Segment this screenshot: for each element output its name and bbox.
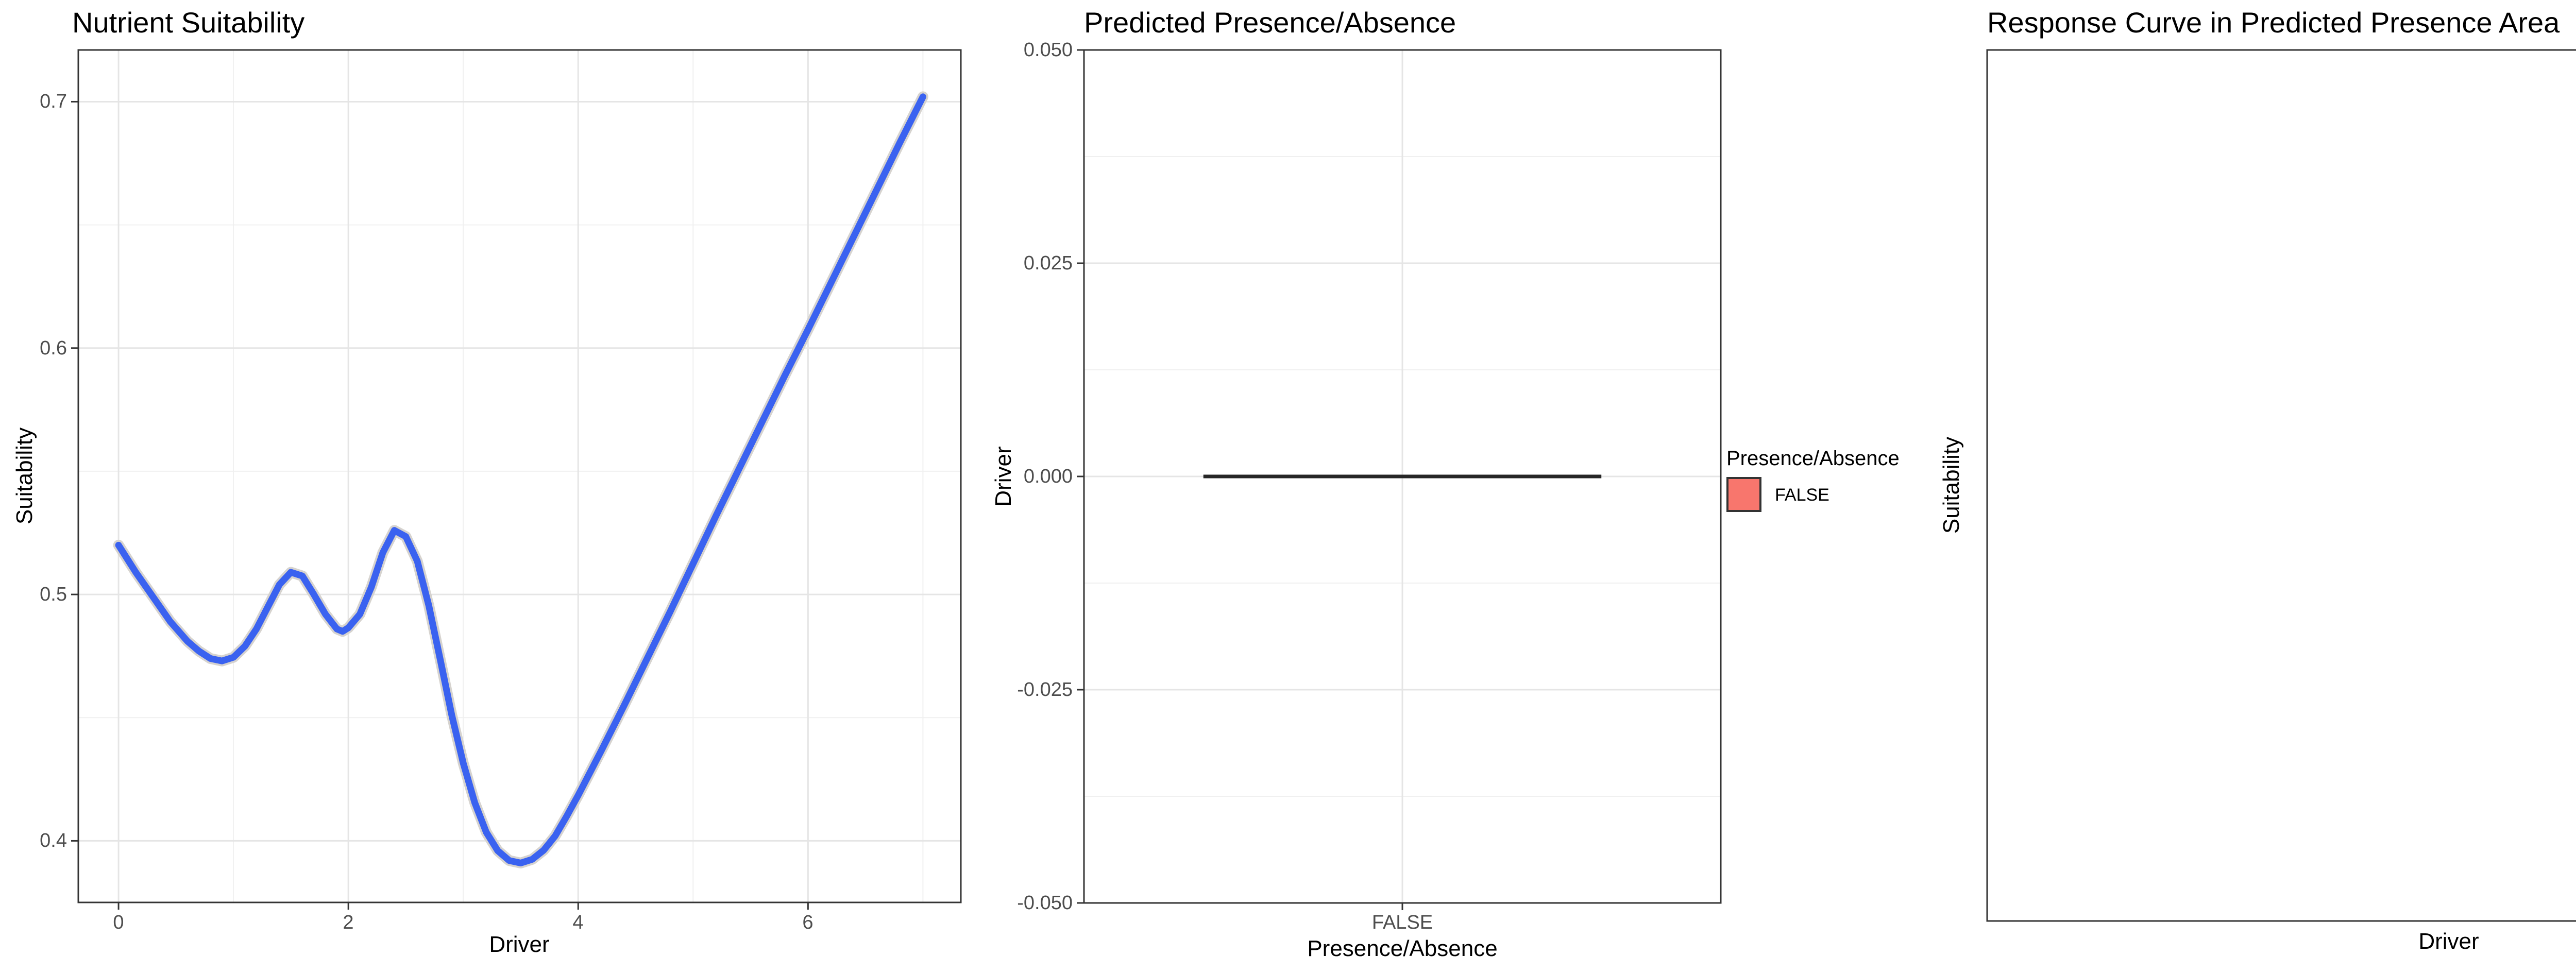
plot1-title: Nutrient Suitability (72, 6, 305, 39)
plot2-x-axis-title: Presence/Absence (1307, 936, 1498, 961)
plot2-y-tick-0.025: 0.025 (1023, 252, 1073, 274)
legend-title: Presence/Absence (1726, 447, 1900, 470)
plot1-x-axis-title: Driver (489, 932, 550, 957)
plot2-y-tick--0.025: -0.025 (1017, 679, 1073, 701)
plot3-y-axis-title: Suitability (1939, 436, 1964, 534)
plot2-x-tick-false: FALSE (1371, 912, 1433, 933)
plot1-x-tick-2: 2 (343, 912, 354, 933)
plot2-y-tick-0.000: 0.000 (1023, 466, 1073, 487)
plot1-y-tick-0.7: 0.7 (40, 91, 67, 112)
plot3-x-axis-title: Driver (2418, 929, 2479, 954)
plot1-x-tick-4: 4 (572, 912, 584, 933)
legend-swatch-false (1726, 477, 1761, 512)
plot3-title: Response Curve in Predicted Presence Are… (1987, 6, 2560, 39)
plot2-y-tick-0.050: 0.050 (1023, 39, 1073, 61)
plot1-y-tick-0.4: 0.4 (40, 830, 67, 851)
plot1-y-tick-0.6: 0.6 (40, 337, 67, 359)
plot1-y-tick-0.5: 0.5 (40, 584, 67, 605)
plot1-x-tick-0: 0 (113, 912, 124, 933)
plot1-x-tick-6: 6 (802, 912, 814, 933)
plot2-y-tick--0.050: -0.050 (1017, 892, 1073, 914)
plot2-title: Predicted Presence/Absence (1084, 6, 1456, 39)
legend-label-false: FALSE (1775, 485, 1829, 505)
plot1-y-axis-title: Suitability (12, 427, 37, 525)
